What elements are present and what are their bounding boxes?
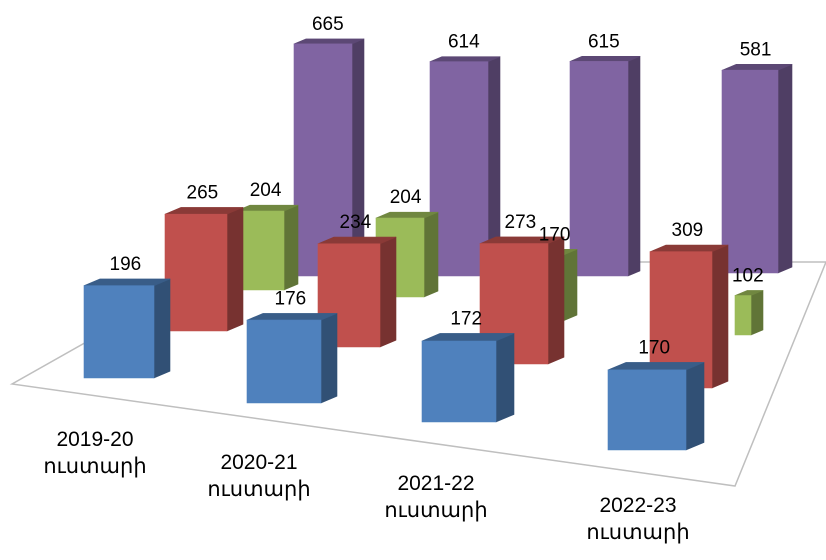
bar-top-face xyxy=(246,313,338,321)
bar-side-face xyxy=(627,56,641,277)
bar-side-face xyxy=(226,207,244,332)
bar xyxy=(649,244,729,389)
bar xyxy=(293,38,365,277)
data-label: 170 xyxy=(539,224,571,245)
data-label: 172 xyxy=(450,308,482,329)
data-label: 614 xyxy=(448,32,480,53)
bar xyxy=(421,333,515,423)
category-unit: ուստարի xyxy=(384,499,488,522)
bar xyxy=(246,313,338,404)
category-year: 2019-20 xyxy=(56,428,134,451)
bar-front-face xyxy=(246,319,322,404)
bar-front-face xyxy=(83,285,155,379)
data-label: 204 xyxy=(250,180,282,201)
data-label: 170 xyxy=(638,337,670,358)
bar-top-face xyxy=(293,38,365,45)
category-label: 2021-22 ուստարի xyxy=(374,470,498,524)
data-label: 581 xyxy=(740,39,772,60)
bar-side-face xyxy=(562,249,578,322)
bar-side-face xyxy=(750,290,764,336)
value-labels-group: 665 614 615 581 204 204 170 102 265 234 273 309 196 1… xyxy=(110,14,772,358)
bar-side-face xyxy=(777,64,793,274)
bar xyxy=(607,362,705,451)
bar xyxy=(83,278,171,379)
bar xyxy=(721,64,793,274)
data-label: 665 xyxy=(312,14,344,35)
bar-front-face xyxy=(607,369,687,451)
category-year: 2020-21 xyxy=(220,451,298,474)
category-unit: ուստարի xyxy=(586,521,690,544)
bar-side-face xyxy=(153,278,171,379)
data-label: 204 xyxy=(390,187,422,208)
bar-front-face xyxy=(421,340,497,423)
bar-top-face xyxy=(429,56,501,63)
category-label: 2019-20 ուստարի xyxy=(33,426,157,480)
category-unit: ուստարի xyxy=(207,478,311,501)
bar-front-face xyxy=(721,69,779,274)
bar xyxy=(569,56,641,277)
bar-front-face xyxy=(649,251,713,389)
bar-top-face xyxy=(569,56,641,62)
category-year: 2022-23 xyxy=(599,494,677,517)
data-label: 309 xyxy=(672,220,704,241)
bar-top-face xyxy=(83,278,171,286)
bar xyxy=(164,207,244,332)
bar-side-face xyxy=(711,244,729,389)
data-label: 176 xyxy=(275,288,307,309)
data-label: 102 xyxy=(732,265,764,286)
bar-side-face xyxy=(685,362,705,451)
bar-side-face xyxy=(423,211,439,298)
data-label: 273 xyxy=(505,212,537,233)
data-label: 234 xyxy=(340,212,372,233)
bar xyxy=(734,290,764,336)
bar-front-face xyxy=(164,213,228,332)
bar-front-face xyxy=(569,61,629,277)
bars-group xyxy=(83,38,793,451)
bar-side-face xyxy=(379,236,397,348)
category-label: 2022-23 ուստարի xyxy=(576,492,700,546)
bar-front-face xyxy=(734,295,752,336)
data-label: 265 xyxy=(187,182,219,203)
category-label: 2020-21 ուստարի xyxy=(197,449,321,503)
category-year: 2021-22 xyxy=(397,472,475,495)
category-unit: ուստարի xyxy=(43,455,147,478)
bar xyxy=(235,204,299,291)
bar xyxy=(429,56,501,277)
bar-side-face xyxy=(495,333,515,423)
bar-side-face xyxy=(320,313,338,404)
bar-front-face xyxy=(429,61,489,277)
bar-side-face xyxy=(547,236,565,365)
data-label: 196 xyxy=(110,254,142,275)
data-label: 615 xyxy=(588,31,620,52)
bar-side-face xyxy=(283,204,299,291)
